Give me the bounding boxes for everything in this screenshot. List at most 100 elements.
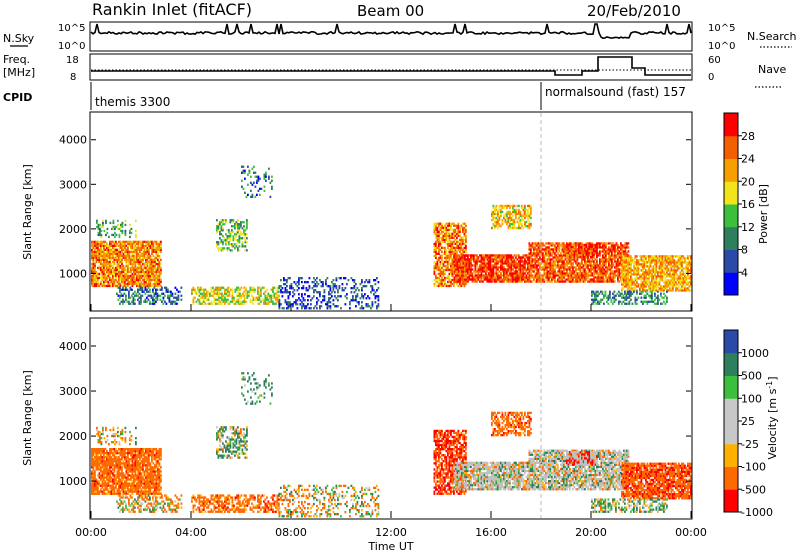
echo-cell	[131, 246, 134, 249]
echo-cell	[257, 177, 260, 180]
echo-cell	[540, 250, 543, 253]
echo-cell	[145, 282, 147, 286]
echo-cell	[436, 244, 439, 247]
echo-cell	[263, 175, 266, 178]
echo-cell	[609, 256, 612, 259]
echo-cell	[546, 266, 549, 269]
echo-cell	[160, 248, 162, 251]
echo-cell	[518, 222, 520, 226]
echo-cell	[128, 252, 131, 255]
echo-cell	[463, 242, 466, 245]
echo-cell	[504, 262, 507, 265]
echo-cell	[143, 272, 146, 276]
echo-cell	[112, 284, 114, 288]
echo-cell	[474, 264, 477, 267]
echo-cell	[594, 258, 597, 261]
echo-cell	[516, 208, 519, 212]
echo-cell	[124, 248, 126, 251]
echo-cell	[104, 258, 107, 261]
echo-cell	[115, 258, 117, 261]
echo-cell	[581, 248, 583, 251]
echo-cell	[158, 268, 161, 272]
echo-cell	[648, 277, 650, 280]
echo-cell	[149, 242, 152, 245]
echo-cell	[564, 244, 567, 247]
echo-cell	[560, 244, 562, 247]
echo-cell	[622, 275, 625, 278]
echo-cell	[546, 274, 549, 277]
echo-cell	[494, 216, 496, 220]
echo-cell	[438, 264, 440, 268]
echo-cell	[506, 262, 508, 265]
echo-cell	[97, 233, 100, 237]
echo-cell	[557, 246, 559, 249]
echo-cell	[524, 254, 526, 257]
echo-cell	[131, 258, 134, 261]
echo-cell	[495, 222, 498, 226]
echo-cell	[494, 276, 496, 279]
date-title: 20/Feb/2010	[587, 2, 681, 20]
echo-cell	[146, 258, 149, 261]
echo-cell	[640, 277, 643, 280]
echo-cell	[540, 244, 543, 247]
echo-cell	[564, 246, 567, 249]
echo-cell	[99, 233, 101, 237]
echo-cell	[530, 244, 532, 247]
echo-cell	[436, 264, 439, 268]
echo-cell	[276, 298, 279, 301]
echo-cell	[316, 291, 318, 294]
echo-cell	[584, 264, 586, 267]
echo-cell	[127, 254, 129, 257]
echo-cell	[655, 285, 658, 288]
echo-cell	[664, 287, 667, 290]
echo-cell	[485, 270, 487, 273]
echo-cell	[224, 292, 226, 295]
echo-cell	[617, 268, 619, 271]
echo-cell	[155, 242, 158, 245]
echo-cell	[515, 274, 517, 277]
echo-cell	[355, 295, 357, 298]
echo-cell	[530, 274, 532, 277]
echo-cell	[634, 269, 637, 272]
echo-cell	[637, 265, 640, 268]
echo-cell	[599, 258, 601, 261]
echo-cell	[286, 289, 288, 292]
echo-cell	[125, 254, 128, 257]
echo-cell	[332, 279, 335, 282]
echo-cell	[157, 244, 159, 247]
echo-cell	[486, 264, 489, 267]
echo-cell	[476, 264, 478, 267]
echo-cell	[528, 276, 531, 279]
echo-cell	[270, 298, 273, 301]
echo-cell	[117, 298, 120, 301]
echo-cell	[154, 274, 156, 278]
echo-cell	[531, 242, 534, 245]
echo-cell	[663, 265, 665, 268]
echo-cell	[643, 267, 646, 270]
echo-cell	[664, 285, 667, 288]
echo-cell	[459, 262, 462, 265]
echo-cell	[482, 280, 484, 283]
echo-cell	[590, 278, 592, 281]
echo-cell	[615, 260, 618, 263]
echo-cell	[549, 254, 552, 257]
echo-cell	[498, 260, 501, 263]
echo-cell	[497, 268, 499, 271]
echo-cell	[198, 286, 201, 289]
echo-cell	[522, 272, 525, 275]
echo-cell	[503, 276, 505, 279]
echo-cell	[441, 246, 443, 249]
echo-cell	[503, 278, 505, 281]
echo-cell	[249, 288, 252, 291]
echo-cell	[137, 252, 140, 255]
echo-cell	[518, 224, 520, 228]
echo-cell	[462, 240, 464, 243]
echo-cell	[451, 274, 454, 278]
echo-cell	[500, 266, 502, 269]
echo-cell	[660, 271, 662, 274]
echo-cell	[462, 258, 465, 261]
echo-cell	[603, 278, 606, 281]
echo-cell	[518, 268, 520, 271]
echo-cell	[624, 279, 626, 282]
echo-cell	[158, 276, 161, 280]
